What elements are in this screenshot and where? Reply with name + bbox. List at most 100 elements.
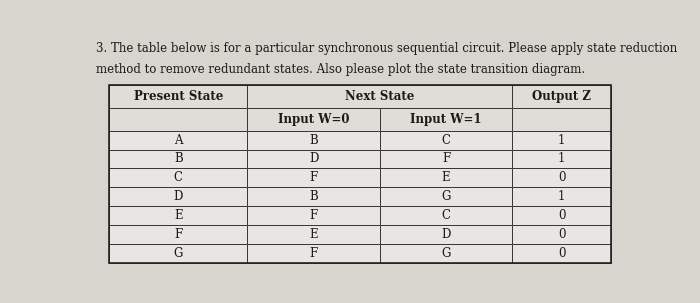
Bar xyxy=(247,108,380,131)
Bar xyxy=(512,149,611,168)
Text: C: C xyxy=(442,134,451,147)
Bar xyxy=(109,244,247,263)
Bar xyxy=(512,244,611,263)
Bar xyxy=(380,168,512,187)
Bar xyxy=(512,168,611,187)
Text: 1: 1 xyxy=(558,190,566,203)
Bar xyxy=(380,206,512,225)
Bar xyxy=(380,108,512,131)
Text: F: F xyxy=(309,171,318,184)
Bar xyxy=(380,225,512,244)
Bar xyxy=(247,225,380,244)
Bar xyxy=(247,149,380,168)
Bar xyxy=(247,187,380,206)
Text: Present State: Present State xyxy=(134,90,223,103)
Text: F: F xyxy=(309,247,318,260)
Bar xyxy=(512,131,611,149)
Text: D: D xyxy=(309,152,318,165)
Text: 0: 0 xyxy=(558,247,566,260)
Text: D: D xyxy=(442,228,451,241)
Text: E: E xyxy=(442,171,450,184)
Bar xyxy=(247,168,380,187)
Text: 1: 1 xyxy=(558,134,566,147)
Bar xyxy=(109,225,247,244)
Bar xyxy=(512,244,611,263)
Bar xyxy=(247,244,380,263)
Text: A: A xyxy=(174,134,183,147)
Text: Output Z: Output Z xyxy=(532,90,591,103)
Text: C: C xyxy=(442,209,451,222)
Bar xyxy=(109,85,247,108)
Bar xyxy=(380,131,512,149)
Bar xyxy=(512,168,611,187)
Bar xyxy=(380,225,512,244)
Bar xyxy=(380,149,512,168)
Text: F: F xyxy=(309,209,318,222)
Text: Input W=0: Input W=0 xyxy=(278,113,349,126)
Bar xyxy=(380,149,512,168)
Text: C: C xyxy=(174,171,183,184)
Bar xyxy=(512,131,611,149)
Bar xyxy=(247,187,380,206)
Bar xyxy=(109,131,247,149)
Bar xyxy=(380,168,512,187)
Text: method to remove redundant states. Also please plot the state transition diagram: method to remove redundant states. Also … xyxy=(96,63,584,76)
Text: F: F xyxy=(174,228,183,241)
Text: F: F xyxy=(442,152,450,165)
Text: Input W=1: Input W=1 xyxy=(410,113,482,126)
Bar xyxy=(380,187,512,206)
Bar xyxy=(109,149,247,168)
Text: 3. The table below is for a particular synchronous sequential circuit. Please ap: 3. The table below is for a particular s… xyxy=(96,42,677,55)
Bar xyxy=(512,187,611,206)
Text: Next State: Next State xyxy=(345,90,414,103)
Bar xyxy=(380,108,512,131)
Bar xyxy=(247,108,380,131)
Bar xyxy=(109,244,247,263)
Bar xyxy=(109,108,247,131)
Bar xyxy=(109,225,247,244)
Bar xyxy=(109,168,247,187)
Bar xyxy=(109,85,247,108)
Bar xyxy=(109,168,247,187)
Bar xyxy=(109,108,247,131)
Bar xyxy=(247,131,380,149)
Bar xyxy=(109,187,247,206)
Text: B: B xyxy=(174,152,183,165)
Bar xyxy=(380,244,512,263)
Text: G: G xyxy=(442,247,451,260)
Bar xyxy=(109,187,247,206)
Text: 0: 0 xyxy=(558,228,566,241)
Bar xyxy=(109,85,611,263)
Bar xyxy=(512,108,611,131)
Bar xyxy=(109,131,247,149)
Text: 0: 0 xyxy=(558,209,566,222)
Bar xyxy=(512,85,611,108)
Text: D: D xyxy=(174,190,183,203)
Bar xyxy=(247,85,512,108)
Bar xyxy=(512,149,611,168)
Bar xyxy=(512,206,611,225)
Bar xyxy=(380,244,512,263)
Bar xyxy=(247,225,380,244)
Bar xyxy=(380,187,512,206)
Bar xyxy=(247,149,380,168)
Bar xyxy=(247,244,380,263)
Text: E: E xyxy=(309,228,318,241)
Text: B: B xyxy=(309,190,318,203)
Bar xyxy=(380,206,512,225)
Bar xyxy=(512,108,611,131)
Bar xyxy=(109,206,247,225)
Bar xyxy=(247,168,380,187)
Bar xyxy=(512,225,611,244)
Text: E: E xyxy=(174,209,183,222)
Bar xyxy=(247,206,380,225)
Bar xyxy=(109,149,247,168)
Bar xyxy=(380,131,512,149)
Text: G: G xyxy=(174,247,183,260)
Text: B: B xyxy=(309,134,318,147)
Bar xyxy=(109,206,247,225)
Text: G: G xyxy=(442,190,451,203)
Bar xyxy=(247,131,380,149)
Bar xyxy=(512,85,611,108)
Bar xyxy=(512,187,611,206)
